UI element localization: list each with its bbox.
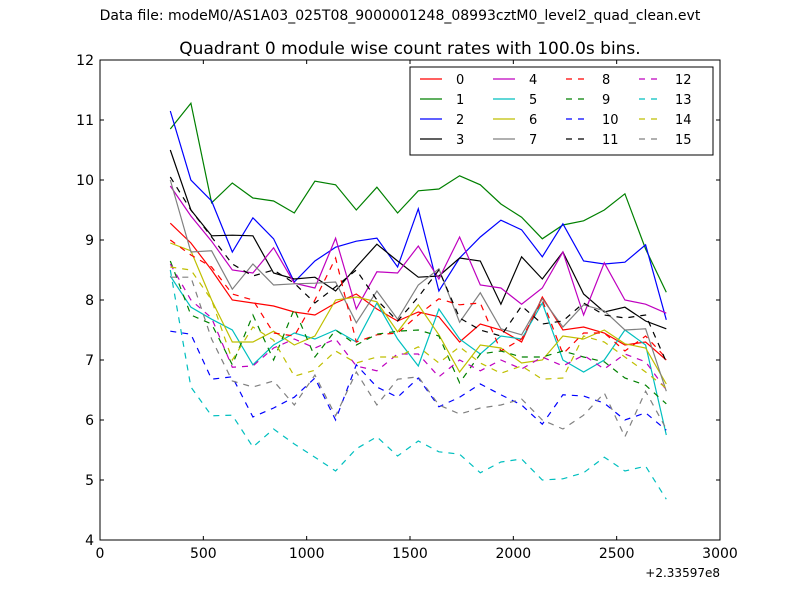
legend-label-10: 10 — [602, 113, 619, 128]
series-line-10 — [170, 330, 667, 431]
legend-label-14: 14 — [675, 113, 692, 128]
x-tick-label: 2000 — [496, 546, 532, 562]
x-tick-label: 1000 — [289, 546, 325, 562]
y-tick-label: 6 — [85, 413, 94, 429]
x-tick-label: 500 — [190, 546, 217, 562]
series-line-7 — [169, 179, 667, 392]
legend-label-4: 4 — [529, 73, 537, 88]
x-tick-label: 2500 — [599, 546, 635, 562]
series-line-13 — [169, 269, 667, 500]
y-tick-label: 9 — [85, 233, 94, 249]
legend-label-9: 9 — [602, 93, 610, 108]
series-line-8 — [169, 239, 667, 359]
legend-label-1: 1 — [456, 93, 464, 108]
legend-label-0: 0 — [456, 73, 464, 88]
series-line-4 — [169, 185, 667, 317]
series-line-9 — [169, 260, 667, 405]
y-tick-label: 10 — [76, 173, 94, 189]
y-tick-label: 12 — [76, 53, 94, 69]
series-line-5 — [169, 275, 667, 436]
legend-label-7: 7 — [529, 133, 537, 148]
series-line-14 — [170, 266, 667, 389]
x-tick-label: 1500 — [392, 546, 428, 562]
legend-label-6: 6 — [529, 113, 537, 128]
x-offset-label: +2.33597e8 — [645, 566, 720, 580]
y-tick-label: 8 — [85, 293, 94, 309]
x-tick-label: 0 — [96, 546, 105, 562]
series-line-0 — [169, 222, 667, 361]
y-tick-label: 4 — [85, 533, 94, 549]
legend-label-12: 12 — [675, 73, 692, 88]
legend-label-8: 8 — [602, 73, 610, 88]
x-tick-label: 3000 — [702, 546, 738, 562]
series-line-2 — [169, 110, 667, 320]
series-line-6 — [170, 242, 667, 385]
series-line-15 — [170, 276, 667, 439]
legend-label-11: 11 — [602, 133, 619, 148]
legend-label-15: 15 — [675, 133, 692, 148]
y-tick-label: 5 — [85, 473, 94, 489]
series-line-12 — [169, 263, 667, 391]
series-layer — [169, 101, 667, 500]
legend-label-2: 2 — [456, 113, 464, 128]
legend-label-3: 3 — [456, 133, 464, 148]
legend-label-13: 13 — [675, 93, 692, 108]
y-tick-label: 11 — [76, 113, 94, 129]
series-line-1 — [169, 101, 667, 293]
legend-label-5: 5 — [529, 93, 537, 108]
figure-suptitle: Data file: modeM0/AS1A03_025T08_90000012… — [99, 8, 701, 24]
legend-frame — [409, 66, 714, 156]
series-line-3 — [169, 149, 667, 330]
chart-title: Quadrant 0 module wise count rates with … — [179, 39, 640, 59]
y-tick-label: 7 — [85, 353, 94, 369]
